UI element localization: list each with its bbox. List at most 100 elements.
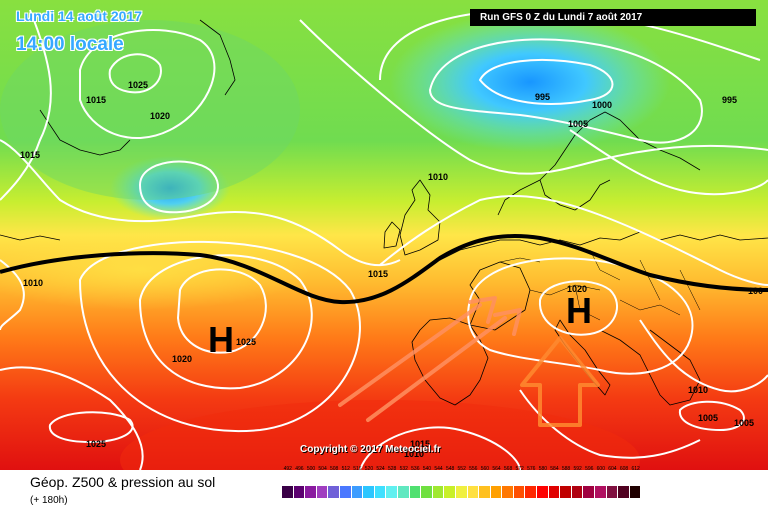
yellow-atlantic-patch	[0, 230, 310, 310]
scale-tick-label: 560	[480, 466, 490, 472]
label-1010-atlantic: 1010	[23, 278, 43, 288]
isobar-1015-africa	[359, 426, 521, 470]
isobar-1015-europe	[379, 195, 768, 286]
label-1010-north-sea: 1010	[428, 172, 448, 182]
scale-swatch	[282, 486, 294, 498]
scale-swatch	[548, 486, 561, 498]
scale-swatch	[618, 486, 630, 498]
scale-swatch	[629, 486, 642, 498]
scale-swatch	[421, 486, 433, 498]
scale-tick-label: 524	[376, 466, 385, 472]
green-west-patch	[0, 20, 300, 200]
scale-swatch	[490, 486, 503, 498]
scale-tick-label: 580	[538, 466, 548, 472]
scale-swatch	[479, 486, 491, 498]
europe-coast	[439, 231, 768, 261]
orange-gulf-patch	[120, 400, 640, 470]
scale-swatch	[502, 486, 514, 498]
scale-tick-label: 516	[353, 466, 362, 472]
scale-swatch	[351, 486, 364, 498]
label-1015-europe: 1015	[368, 269, 388, 279]
scale-swatch	[316, 486, 329, 498]
balkans-coast	[599, 329, 701, 406]
scale-tick-label: 608	[619, 466, 629, 472]
label-1015-greenland: 1015	[86, 95, 106, 105]
scale-swatch	[363, 486, 375, 498]
label-1025-high: 1025	[236, 337, 256, 347]
heat-arrow-diagonal-2	[366, 308, 522, 422]
label-1025-greenland: 1025	[128, 80, 148, 90]
isobar-1020-south	[0, 366, 144, 470]
scale-swatch	[513, 486, 526, 498]
isobar-1005-east	[569, 129, 768, 196]
scale-swatch	[432, 486, 445, 498]
scale-swatch	[467, 486, 480, 498]
scale-swatch	[571, 486, 584, 498]
isobar-low-west	[138, 160, 220, 214]
color-scale: 492 496 500 504 508 512 516 520 524 528 532 536 540 5…	[282, 466, 642, 508]
scale-tick-label: 572	[515, 466, 524, 472]
model-run-info: Run GFS 0 Z du Lundi 7 août 2017	[470, 9, 756, 26]
scale-swatch	[560, 486, 572, 498]
label-995-north: 995	[535, 92, 550, 102]
uk-coast	[399, 179, 441, 256]
forecast-time: 14:00 locale	[16, 34, 124, 55]
high-pressure-europe: H	[566, 290, 592, 331]
isobar-1015-high	[78, 240, 361, 433]
isobar-1015-mid	[0, 9, 52, 201]
scale-swatch	[444, 486, 456, 498]
scale-tick-label: 564	[492, 466, 501, 472]
scale-tick-label: 584	[550, 466, 559, 472]
copyright-notice: Copyright © 2017 Meteociel.fr	[300, 444, 441, 455]
scale-swatch	[409, 486, 422, 498]
isobar-1025-greenland	[108, 53, 162, 94]
scale-swatch	[305, 486, 317, 498]
forecast-date: Lundi 14 août 2017	[16, 8, 143, 24]
heat-arrow-diagonal-1	[338, 296, 497, 407]
scale-swatch	[595, 486, 607, 498]
scale-tick-label: 592	[573, 466, 582, 472]
scale-swatch	[397, 486, 410, 498]
jet-stream-line	[0, 234, 768, 305]
scale-tick-labels: 492 496 500 504 508 512 516 520 524 528 532 536 540 5…	[282, 466, 641, 486]
scale-tick-label: 596	[585, 466, 594, 472]
label-1010-east: 1010	[688, 385, 708, 395]
isobar-1020-greenland	[79, 29, 216, 139]
scale-tick-label: 544	[434, 466, 443, 472]
scale-tick-label: 600	[596, 466, 605, 472]
legend-footer: Géop. Z500 & pression au sol (+ 180h) 49…	[0, 466, 768, 512]
iberia-coast	[411, 317, 489, 406]
label-1010-iberia: 1010	[404, 449, 424, 459]
scale-tick-label: 588	[561, 466, 571, 472]
isobar-high-1025	[176, 268, 267, 354]
isobar-low-north-1000	[428, 38, 703, 144]
heat-arrows	[338, 296, 600, 427]
isobar-low-north-inner	[478, 59, 614, 105]
label-1025-south: 1025	[86, 439, 106, 449]
label-100-east-edge: 100	[748, 286, 763, 296]
scale-swatch	[525, 486, 538, 498]
label-1015-africa: 1015	[410, 439, 430, 449]
scale-tick-label: 504	[318, 466, 327, 472]
label-1015-west: 1015	[20, 150, 40, 160]
scale-swatch	[328, 486, 340, 498]
isobar-high-europe	[538, 280, 619, 336]
isobar-1005-balkans	[678, 400, 745, 432]
isobar-1010-north	[299, 19, 768, 175]
label-1005-north: 1005	[568, 119, 588, 129]
scale-tick-label: 528	[387, 466, 397, 472]
scale-swatch	[339, 486, 352, 498]
scale-tick-label: 536	[411, 466, 420, 472]
scale-tick-label: 508	[330, 466, 339, 472]
scale-swatches	[282, 486, 642, 498]
legend-subtitle: (+ 180h)	[30, 495, 68, 506]
scale-tick-label: 496	[295, 466, 304, 472]
label-995-east: 995	[722, 95, 737, 105]
label-1020-high: 1020	[172, 354, 192, 364]
iceland-coast	[199, 19, 236, 96]
scale-tick-label: 604	[608, 466, 617, 472]
scale-swatch	[374, 486, 387, 498]
low-north-fill	[390, 12, 670, 152]
scale-tick-label: 540	[422, 466, 432, 472]
